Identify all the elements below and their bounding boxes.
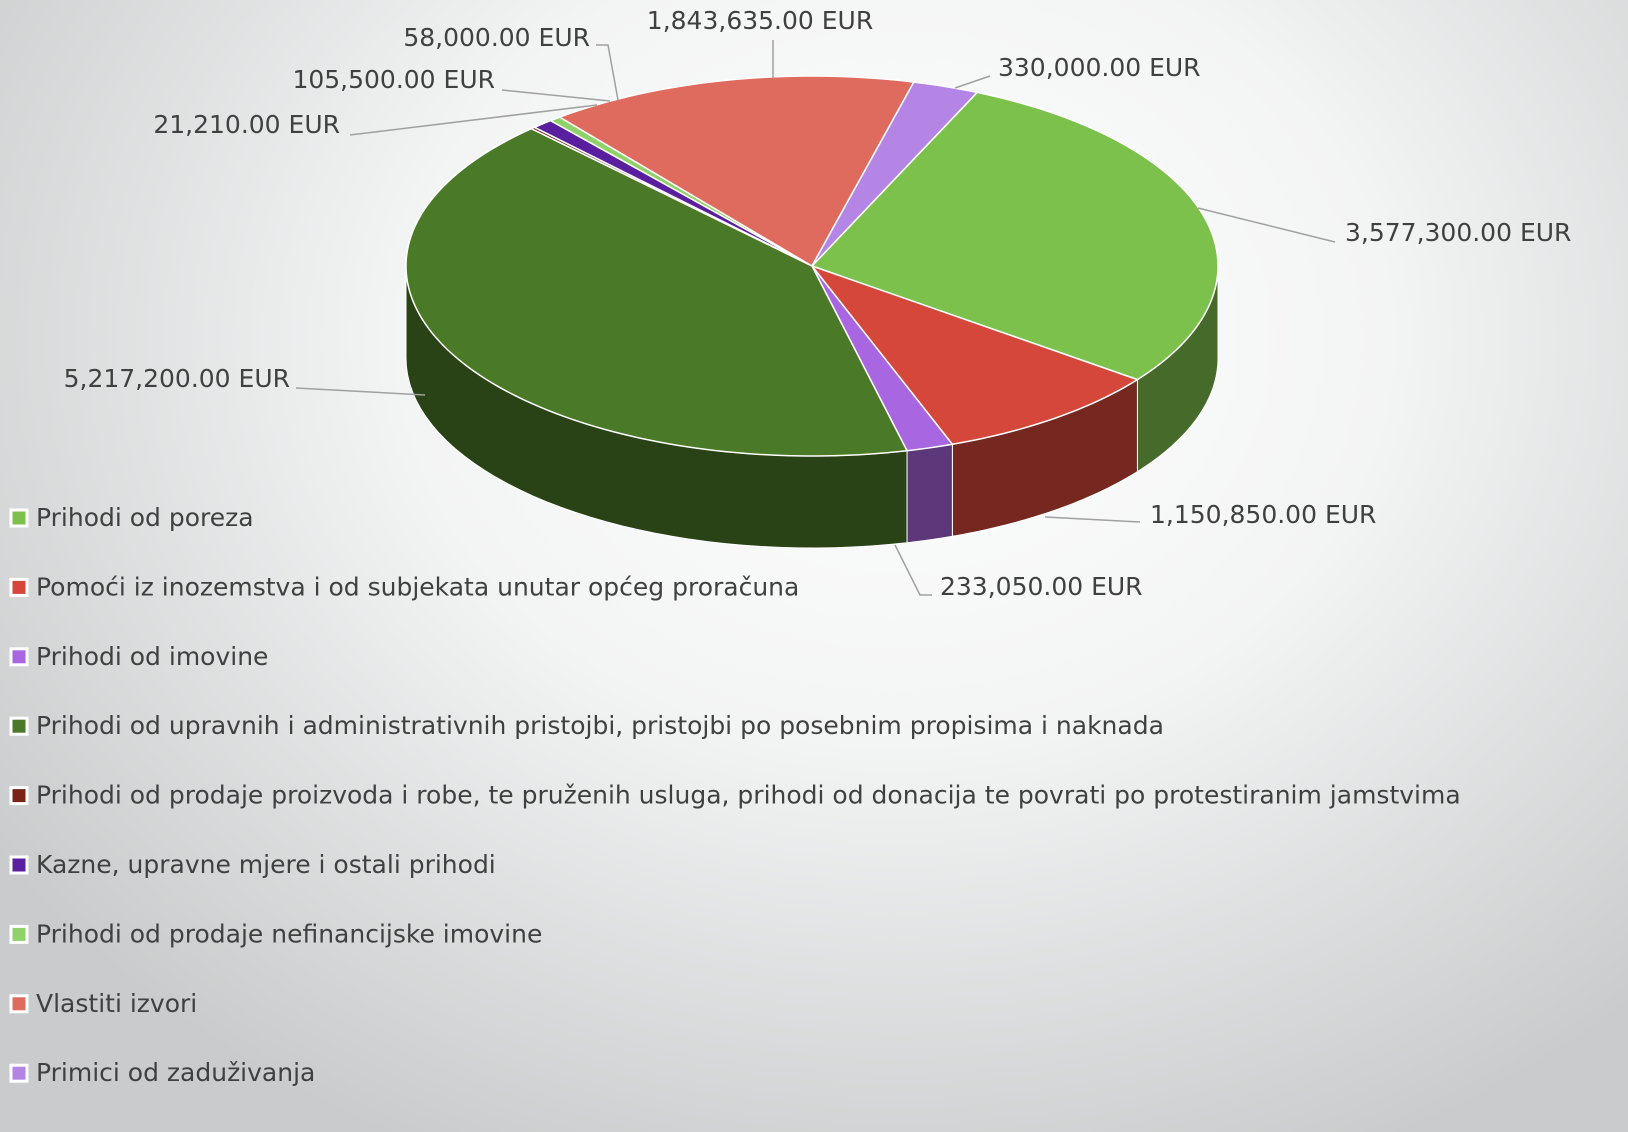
leader-line bbox=[501, 89, 611, 102]
legend-swatch bbox=[9, 716, 29, 736]
slice-side bbox=[906, 443, 953, 544]
legend-label: Vlastiti izvori bbox=[36, 989, 197, 1018]
data-label: 5,217,200.00 EUR bbox=[64, 364, 290, 393]
legend-swatch bbox=[9, 924, 29, 944]
legend-swatch bbox=[9, 508, 29, 528]
slice bbox=[405, 127, 909, 457]
slice bbox=[557, 75, 916, 268]
legend-label: Prihodi od upravnih i administrativnih p… bbox=[36, 711, 1164, 740]
leader-line bbox=[894, 544, 932, 596]
slice bbox=[811, 265, 954, 452]
data-label: 233,050.00 EUR bbox=[940, 572, 1143, 601]
data-label: 3,577,300.00 EUR bbox=[1345, 218, 1571, 247]
legend-label: Prihodi od poreza bbox=[36, 503, 254, 532]
slice bbox=[810, 91, 1219, 381]
leader-line bbox=[954, 75, 991, 89]
data-label: 1,150,850.00 EUR bbox=[1150, 500, 1376, 529]
legend-swatch bbox=[9, 577, 29, 597]
legend-label: Primici od zaduživanja bbox=[36, 1058, 315, 1087]
legend-swatch bbox=[9, 647, 29, 667]
leader-line bbox=[349, 104, 598, 136]
data-label: 58,000.00 EUR bbox=[403, 23, 590, 52]
legend-label: Pomoći iz inozemstva i od subjekata unut… bbox=[36, 572, 799, 601]
leader-line bbox=[1044, 516, 1141, 523]
data-label: 330,000.00 EUR bbox=[998, 53, 1201, 82]
legend-label: Prihodi od prodaje proizvoda i robe, te … bbox=[36, 781, 1461, 810]
legend-swatch bbox=[9, 1063, 29, 1083]
legend-swatch bbox=[9, 786, 29, 806]
legend-label: Kazne, upravne mjere i ostali prihodi bbox=[36, 850, 496, 879]
legend-swatch bbox=[9, 994, 29, 1014]
slice bbox=[811, 81, 979, 267]
data-label: 105,500.00 EUR bbox=[292, 65, 495, 94]
legend-swatch bbox=[9, 855, 29, 875]
slice bbox=[809, 264, 1140, 446]
leader-line bbox=[596, 44, 619, 101]
leader-line bbox=[295, 387, 426, 396]
data-label: 1,843,635.00 EUR bbox=[647, 6, 873, 35]
legend-label: Prihodi od imovine bbox=[36, 642, 268, 671]
legend-label: Prihodi od prodaje nefinancijske imovine bbox=[36, 919, 542, 948]
leader-line bbox=[1197, 207, 1336, 243]
data-label: 21,210.00 EUR bbox=[153, 110, 340, 139]
